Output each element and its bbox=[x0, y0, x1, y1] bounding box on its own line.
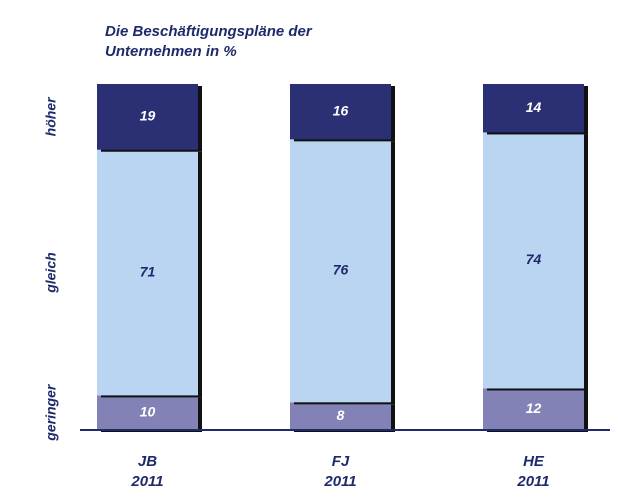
bar-segment bbox=[483, 84, 584, 133]
x-tick-label: FJ 2011 bbox=[324, 453, 357, 490]
value-label: 10 bbox=[140, 403, 156, 419]
value-label: 8 bbox=[337, 407, 345, 423]
bar-segment bbox=[97, 395, 198, 430]
chart-title: Die Beschäftigungspläne der Unternehmen … bbox=[105, 23, 312, 60]
series-label: geringer bbox=[43, 383, 59, 442]
bar-segment bbox=[97, 149, 198, 396]
bar-segment bbox=[483, 132, 584, 389]
value-label: 76 bbox=[333, 262, 349, 278]
bar-segment bbox=[290, 84, 391, 140]
value-label: 19 bbox=[140, 108, 156, 124]
bar-segment bbox=[290, 402, 391, 430]
bar-segment bbox=[483, 388, 584, 430]
bar-segment bbox=[290, 139, 391, 403]
value-label: 71 bbox=[140, 263, 156, 279]
value-label: 16 bbox=[333, 102, 349, 118]
series-label: höher bbox=[43, 96, 59, 136]
x-tick-label: HE 2011 bbox=[517, 453, 550, 490]
value-label: 74 bbox=[526, 251, 542, 267]
series-label: gleich bbox=[43, 252, 59, 293]
bar-segment bbox=[97, 84, 198, 150]
x-tick-label: JB 2011 bbox=[131, 453, 164, 490]
value-label: 14 bbox=[526, 99, 542, 115]
value-label: 12 bbox=[526, 400, 542, 416]
